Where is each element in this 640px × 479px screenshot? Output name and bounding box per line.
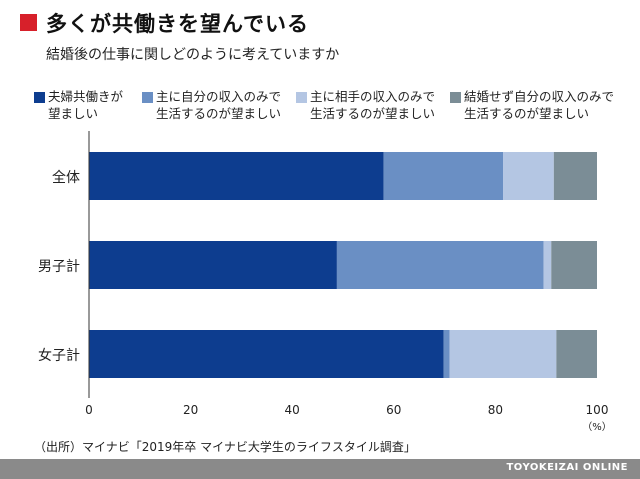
legend-item-single: 結婚せず自分の収入のみで 生活するのが望ましい (450, 88, 614, 122)
legend-item-dual-income: 夫婦共働きが 望ましい (34, 88, 198, 122)
x-tick-label: 60 (386, 403, 401, 417)
legend-swatch (34, 92, 45, 103)
bar-segment (503, 152, 554, 200)
x-unit-label: （%） (582, 421, 612, 433)
bar-segment (383, 152, 504, 200)
legend-item-own-income: 主に自分の収入のみで 生活するのが望ましい (142, 88, 306, 122)
bar-segment (449, 330, 557, 378)
brand-label: TOYOKEIZAI ONLINE (506, 462, 628, 473)
bar-segment (336, 241, 544, 289)
legend-label: 主に相手の収入のみで 生活するのが望ましい (310, 89, 436, 121)
legend-item-partner-income: 主に相手の収入のみで 生活するのが望ましい (296, 88, 460, 122)
category-label: 女子計 (38, 347, 80, 364)
legend-swatch (142, 92, 153, 103)
category-label: 男子計 (38, 259, 80, 275)
source-note: （出所）マイナビ「2019年卒 マイナビ大学生のライフスタイル調査」 (34, 440, 416, 454)
bar-segment (89, 241, 337, 289)
bar-segment (553, 152, 597, 200)
legend-label: 結婚せず自分の収入のみで 生活するのが望ましい (464, 89, 615, 121)
x-tick-label: 20 (183, 403, 198, 417)
chart-title: 多くが共働きを望んでいる (46, 12, 309, 36)
bar-segment (443, 330, 450, 378)
title-marker (20, 14, 37, 31)
bar-segment (556, 330, 597, 378)
bar-segment (543, 241, 552, 289)
footer-bar: TOYOKEIZAI ONLINE (0, 459, 640, 479)
x-tick-label: 0 (85, 403, 93, 417)
legend-swatch (296, 92, 307, 103)
bar-segment (89, 152, 384, 200)
legend-label: 夫婦共働きが 望ましい (48, 89, 124, 121)
x-tick-label: 40 (285, 403, 300, 417)
bar-segment (551, 241, 597, 289)
bar-segment (89, 330, 444, 378)
category-label: 全体 (52, 169, 80, 186)
x-tick-label: 100 (586, 403, 609, 417)
legend-swatch (450, 92, 461, 103)
legend-label: 主に自分の収入のみで 生活するのが望ましい (156, 89, 282, 121)
legend: 夫婦共働きが 望ましい 主に自分の収入のみで 生活するのが望ましい 主に相手の収… (0, 88, 640, 128)
x-tick-label: 80 (488, 403, 503, 417)
chart-subtitle: 結婚後の仕事に関しどのように考えていますか (46, 47, 340, 63)
